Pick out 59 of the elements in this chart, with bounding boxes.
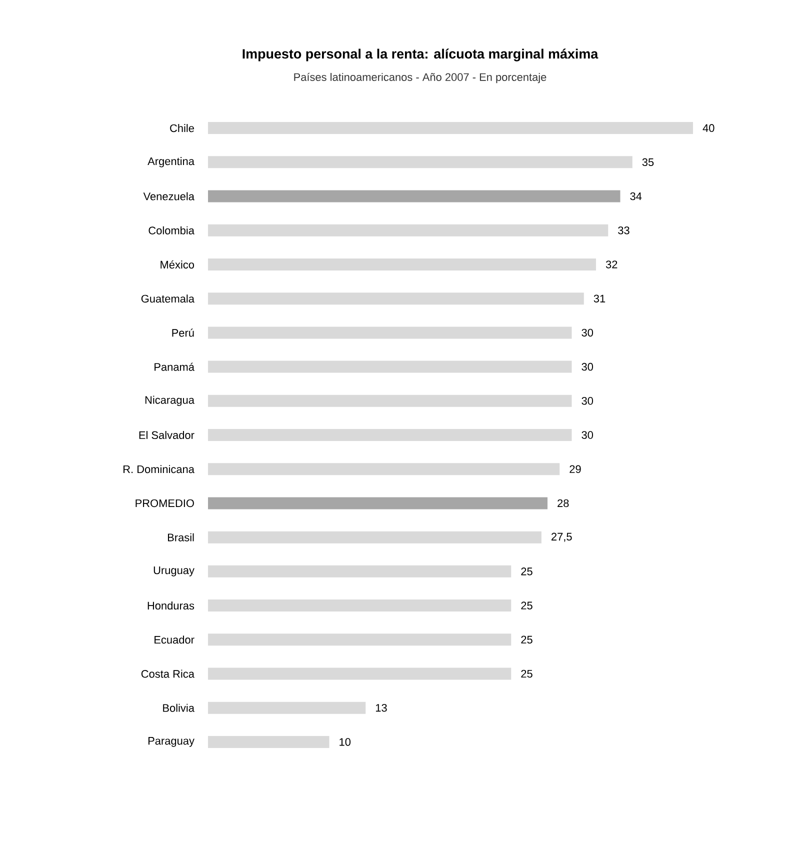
data-label: 30 bbox=[582, 397, 594, 405]
data-label: 10 bbox=[340, 738, 351, 746]
y-tick-label: Honduras bbox=[148, 602, 194, 610]
data-label: 25 bbox=[521, 636, 532, 644]
y-tick-label: Guatemala bbox=[141, 294, 194, 303]
bar bbox=[208, 497, 548, 510]
data-label: 32 bbox=[606, 260, 618, 268]
bar bbox=[208, 668, 512, 680]
bar bbox=[208, 190, 620, 202]
data-label: 27,5 bbox=[552, 532, 572, 542]
y-tick-label: Argentina bbox=[148, 157, 194, 168]
bar bbox=[208, 360, 572, 373]
y-tick-label: México bbox=[160, 260, 194, 269]
bar bbox=[208, 702, 366, 714]
bar bbox=[208, 531, 542, 544]
bar bbox=[208, 224, 608, 236]
y-tick-label: Paraguay bbox=[148, 737, 194, 747]
y-tick-label: Nicaragua bbox=[145, 396, 194, 406]
chart-title: Impuesto personal a la renta: alícuota marginal máxima bbox=[242, 48, 598, 62]
data-label: 25 bbox=[521, 568, 532, 576]
data-label: 13 bbox=[376, 704, 387, 712]
data-label: 33 bbox=[618, 226, 630, 234]
y-tick-label: Panamá bbox=[154, 362, 194, 371]
bar bbox=[208, 122, 694, 134]
bar bbox=[208, 258, 596, 270]
chart-subtitle: Países latinoamericanos - Año 2007 - En porcentaje bbox=[294, 72, 546, 84]
y-tick-label: Colombia bbox=[148, 226, 194, 234]
y-tick-label: Uruguay bbox=[154, 566, 194, 576]
bar bbox=[208, 292, 584, 305]
bar bbox=[208, 736, 330, 748]
y-tick-label: R. Dominicana bbox=[124, 465, 194, 474]
y-tick-label: El Salvador bbox=[139, 430, 194, 440]
bar bbox=[208, 463, 560, 476]
y-tick-label: Ecuador bbox=[154, 636, 194, 644]
data-label: 31 bbox=[594, 294, 606, 302]
y-tick-label: Chile bbox=[170, 124, 194, 132]
data-label: 30 bbox=[582, 431, 594, 439]
data-label: 35 bbox=[642, 158, 654, 166]
bar bbox=[208, 156, 632, 168]
bar bbox=[208, 565, 512, 578]
bar bbox=[208, 634, 512, 646]
bar bbox=[208, 600, 512, 612]
y-tick-label: Perú bbox=[172, 328, 194, 337]
y-tick-label: PROMEDIO bbox=[136, 499, 194, 508]
y-tick-label: Brasil bbox=[168, 533, 194, 542]
data-label: 30 bbox=[582, 362, 594, 371]
data-label: 29 bbox=[570, 465, 581, 473]
data-label: 30 bbox=[582, 328, 594, 337]
data-label: 28 bbox=[558, 499, 569, 508]
data-label: 34 bbox=[630, 192, 642, 200]
y-tick-label: Venezuela bbox=[143, 192, 194, 200]
y-tick-label: Bolivia bbox=[163, 704, 194, 712]
y-tick-label: Costa Rica bbox=[141, 670, 194, 678]
bar bbox=[208, 326, 572, 339]
data-label: 40 bbox=[702, 124, 714, 132]
data-label: 25 bbox=[521, 602, 532, 610]
bar bbox=[208, 394, 572, 407]
data-label: 25 bbox=[521, 670, 532, 678]
bar bbox=[208, 429, 572, 442]
